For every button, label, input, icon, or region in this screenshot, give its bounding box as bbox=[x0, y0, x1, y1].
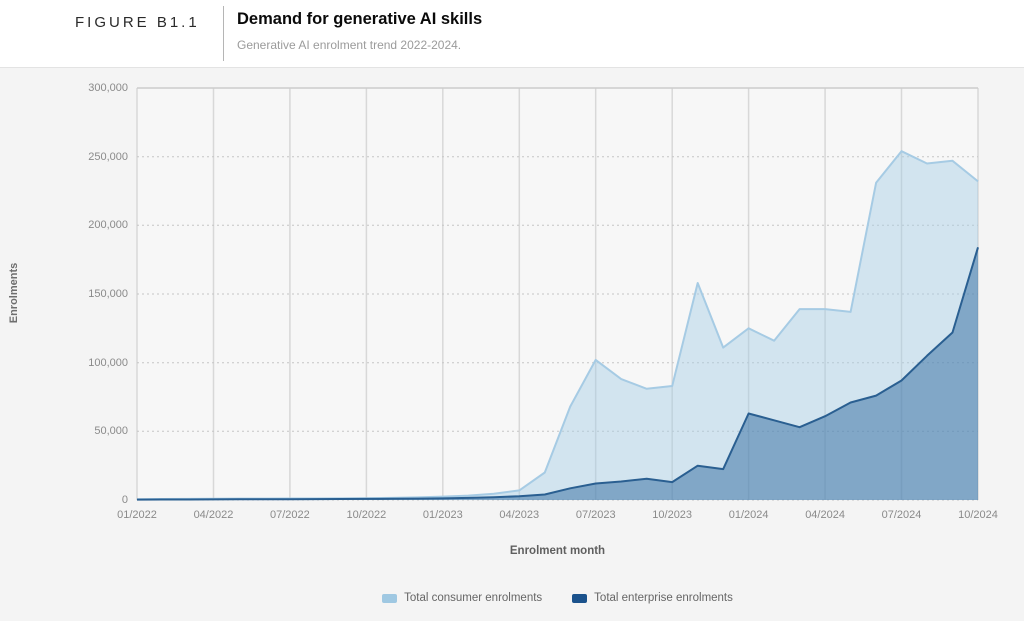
chart-legend: Total consumer enrolments Total enterpri… bbox=[137, 592, 978, 604]
legend-item-consumer: Total consumer enrolments bbox=[382, 592, 542, 604]
x-tick-label: 07/2023 bbox=[575, 509, 616, 521]
y-tick-label: 300,000 bbox=[88, 82, 128, 94]
y-tick-label: 50,000 bbox=[94, 425, 128, 438]
figure-number-label: FIGURE B1.1 bbox=[75, 14, 200, 31]
x-tick-label: 01/2023 bbox=[422, 509, 463, 521]
x-tick-label: 04/2023 bbox=[499, 509, 540, 521]
x-tick-label: 04/2024 bbox=[805, 509, 845, 521]
x-tick-label: 04/2022 bbox=[193, 509, 234, 521]
legend-label-enterprise: Total enterprise enrolments bbox=[594, 592, 733, 604]
x-tick-label: 10/2023 bbox=[652, 509, 693, 521]
area-chart-plot bbox=[136, 87, 979, 501]
y-tick-label: 0 bbox=[121, 494, 128, 506]
y-tick-label: 100,000 bbox=[88, 356, 128, 369]
consumer-series-swatch-icon bbox=[382, 593, 398, 603]
y-tick-label: 250,000 bbox=[88, 150, 128, 163]
x-tick-label: 01/2024 bbox=[728, 509, 769, 521]
chart-area: Enrolments Enrolment month Total consume… bbox=[0, 68, 1024, 621]
chart-subtitle: Generative AI enrolment trend 2022-2024. bbox=[237, 38, 462, 52]
x-tick-label: 01/2022 bbox=[117, 509, 157, 521]
y-tick-label: 200,000 bbox=[88, 219, 128, 232]
x-tick-label: 10/2024 bbox=[958, 509, 998, 521]
figure-header: FIGURE B1.1 Demand for generative AI ski… bbox=[0, 0, 1024, 68]
enterprise-series-swatch-icon bbox=[572, 593, 588, 603]
x-tick-label: 10/2022 bbox=[346, 509, 387, 521]
header-divider bbox=[223, 6, 224, 61]
legend-item-enterprise: Total enterprise enrolments bbox=[572, 592, 733, 604]
y-axis-title: Enrolments bbox=[8, 262, 20, 324]
legend-label-consumer: Total consumer enrolments bbox=[404, 592, 543, 604]
x-axis-title: Enrolment month bbox=[509, 545, 606, 557]
y-tick-label: 150,000 bbox=[88, 288, 128, 300]
x-tick-label: 07/2022 bbox=[270, 509, 310, 521]
chart-title: Demand for generative AI skills bbox=[237, 10, 483, 28]
x-tick-label: 07/2024 bbox=[881, 509, 922, 521]
